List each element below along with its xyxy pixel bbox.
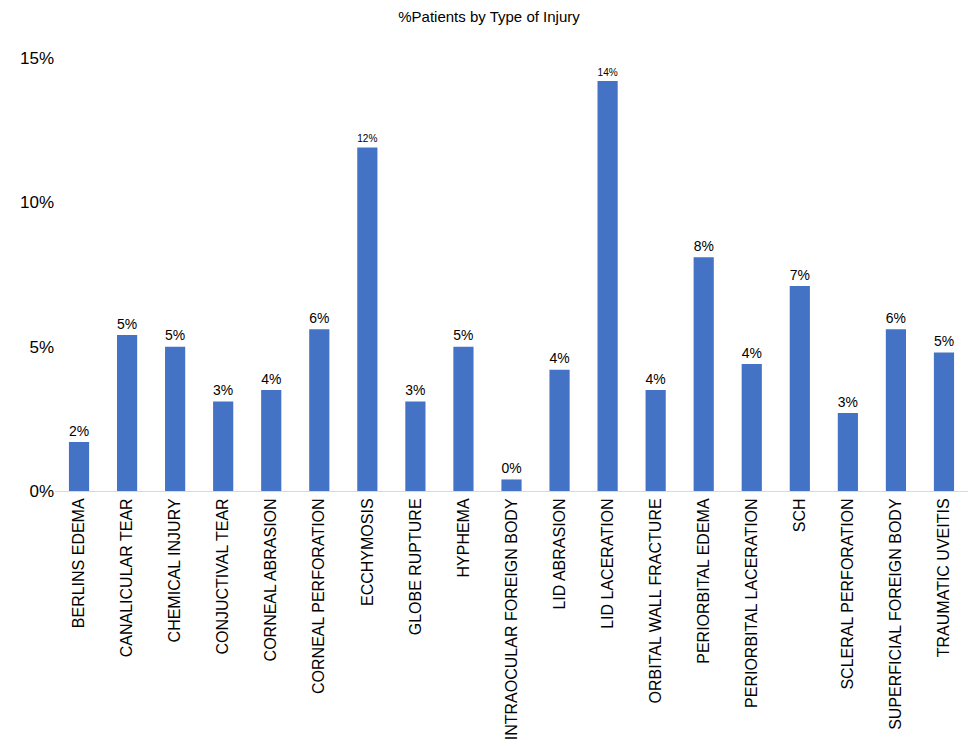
svg-text:TRAUMATIC UVEITIS: TRAUMATIC UVEITIS (935, 498, 952, 657)
svg-text:SCH: SCH (791, 498, 808, 532)
svg-text:0%: 0% (29, 482, 54, 501)
svg-text:0%: 0% (501, 460, 521, 476)
svg-text:4%: 4% (261, 371, 281, 387)
svg-text:5%: 5% (165, 327, 185, 343)
svg-text:ECCHYMOSIS: ECCHYMOSIS (359, 498, 376, 606)
svg-text:SUPERFICIAL FOREIGN BODY: SUPERFICIAL FOREIGN BODY (887, 498, 904, 730)
svg-text:CORNEAL PERFORATION: CORNEAL PERFORATION (310, 498, 327, 694)
svg-text:4%: 4% (549, 350, 569, 366)
svg-text:4%: 4% (646, 371, 666, 387)
svg-text:LID ABRASION: LID ABRASION (551, 498, 568, 609)
svg-text:CORNEAL ABRASION: CORNEAL ABRASION (262, 498, 279, 661)
svg-text:HYPHEMA: HYPHEMA (455, 498, 472, 577)
svg-text:%Patients by Type of Injury: %Patients by Type of Injury (398, 8, 580, 25)
svg-text:GLOBE RUPTURE: GLOBE RUPTURE (407, 498, 424, 635)
svg-text:4%: 4% (742, 345, 762, 361)
svg-text:10%: 10% (20, 193, 54, 212)
svg-text:5%: 5% (934, 333, 954, 349)
svg-text:ORBITAL WALL FRACTURE: ORBITAL WALL FRACTURE (647, 498, 664, 703)
svg-text:3%: 3% (213, 382, 233, 398)
svg-text:PERIORBITAL LACERATION: PERIORBITAL LACERATION (743, 498, 760, 708)
svg-text:6%: 6% (309, 310, 329, 326)
svg-text:3%: 3% (838, 394, 858, 410)
svg-text:BERLINS EDEMA: BERLINS EDEMA (70, 498, 87, 628)
svg-text:INTRAOCULAR FOREIGN BODY: INTRAOCULAR FOREIGN BODY (503, 498, 520, 740)
svg-text:2%: 2% (69, 423, 89, 439)
svg-text:12%: 12% (357, 133, 377, 144)
svg-text:8%: 8% (694, 238, 714, 254)
svg-text:15%: 15% (20, 49, 54, 68)
svg-text:5%: 5% (29, 338, 54, 357)
svg-text:CONJUCTIVAL TEAR: CONJUCTIVAL TEAR (214, 498, 231, 654)
svg-text:6%: 6% (886, 310, 906, 326)
svg-text:14%: 14% (598, 67, 618, 78)
svg-text:LID LACERATION: LID LACERATION (599, 498, 616, 628)
svg-text:SCLERAL PERFORATION: SCLERAL PERFORATION (839, 498, 856, 689)
svg-text:5%: 5% (117, 316, 137, 332)
svg-text:PERIORBITAL EDEMA: PERIORBITAL EDEMA (695, 498, 712, 664)
svg-text:CHEMICAL INJURY: CHEMICAL INJURY (166, 498, 183, 642)
svg-text:3%: 3% (405, 382, 425, 398)
svg-text:CANALICULAR TEAR: CANALICULAR TEAR (118, 498, 135, 657)
svg-text:7%: 7% (790, 267, 810, 283)
svg-text:5%: 5% (453, 327, 473, 343)
